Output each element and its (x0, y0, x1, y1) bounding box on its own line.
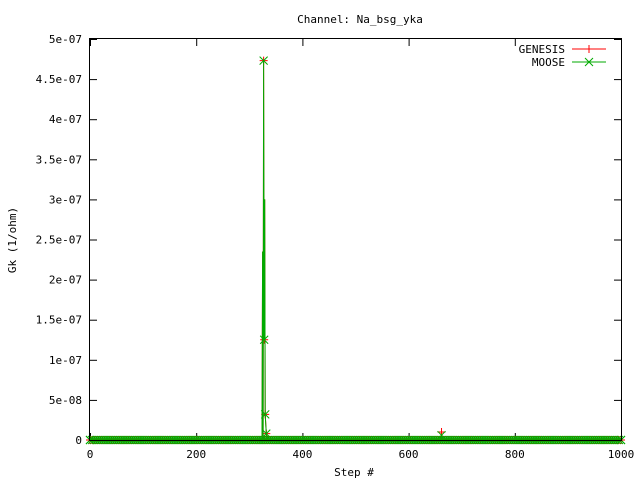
y-tick-label: 1e-07 (49, 354, 82, 367)
y-axis-ticks: 0 5e-08 1e-07 1.5e-07 2e-07 2.5e-07 3e-07 3.5e-… (36, 33, 621, 447)
y-tick-label: 3e-07 (49, 193, 82, 206)
y-tick-label: 4.5e-07 (36, 73, 82, 86)
y-tick-label: 2e-07 (49, 274, 82, 287)
baseline-markers-moose (85, 435, 626, 445)
legend-marker-genesis (585, 45, 593, 53)
x-tick-label: 1000 (608, 448, 635, 461)
series-layer (85, 56, 626, 445)
x-axis-ticks: 0 200 400 600 800 1000 (87, 39, 635, 461)
legend-marker-moose (584, 57, 594, 67)
series-line-genesis (90, 60, 621, 441)
y-tick-label: 3.5e-07 (36, 153, 82, 166)
x-tick-label: 0 (87, 448, 94, 461)
x-tick-label: 400 (292, 448, 312, 461)
y-tick-label: 4e-07 (49, 113, 82, 126)
y-tick-label: 5e-08 (49, 394, 82, 407)
x-axis-label: Step # (334, 466, 374, 479)
data-point-moose (260, 409, 270, 419)
x-tick-label: 800 (505, 448, 525, 461)
series-genesis (86, 56, 625, 444)
y-tick-label: 2.5e-07 (36, 234, 82, 247)
x-tick-label: 600 (399, 448, 419, 461)
y-tick-label: 5e-07 (49, 33, 82, 46)
y-tick-label: 1.5e-07 (36, 314, 82, 327)
y-axis-label: Gk (1/ohm) (6, 207, 19, 273)
y-tick-label: 0 (75, 434, 82, 447)
plot-frame (89, 38, 622, 441)
series-line-moose (90, 60, 621, 441)
legend-label-moose: MOOSE (532, 56, 565, 69)
data-point-moose (259, 335, 269, 345)
legend-label-genesis: GENESIS (519, 43, 565, 56)
x-tick-label: 200 (186, 448, 206, 461)
series-moose (85, 56, 626, 445)
data-point-moose (259, 56, 268, 66)
chart-title: Channel: Na_bsg_yka (297, 13, 423, 26)
